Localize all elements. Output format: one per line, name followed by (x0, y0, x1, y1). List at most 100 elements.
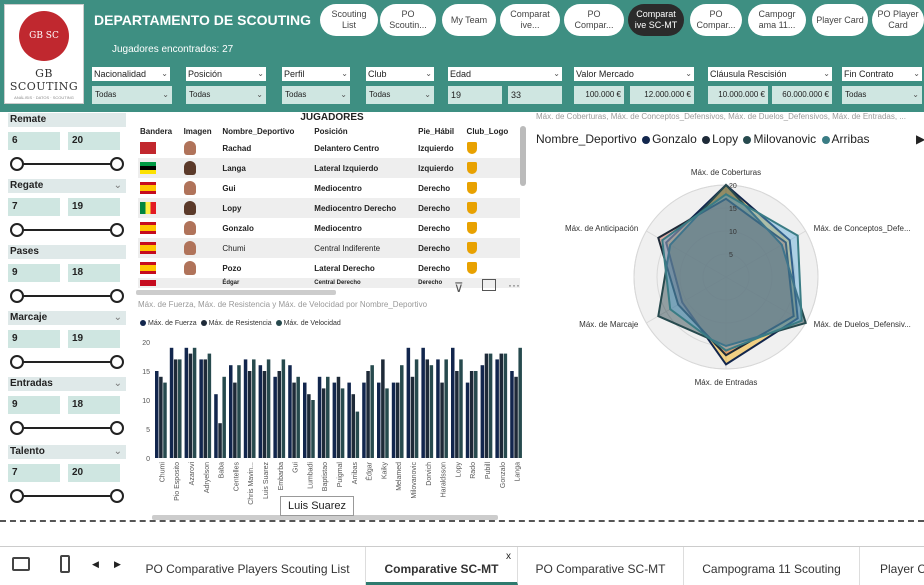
bar[interactable] (247, 371, 252, 458)
bar[interactable] (355, 411, 360, 458)
more-options-icon[interactable]: ··· (508, 278, 520, 292)
slicer-regate-track[interactable] (16, 229, 120, 231)
bar[interactable] (480, 365, 485, 458)
radar-series-area[interactable] (665, 183, 799, 366)
tab-scroll-left-icon[interactable]: ◀ (92, 559, 99, 569)
bar[interactable] (510, 371, 514, 458)
radar-series-area[interactable] (657, 197, 795, 357)
slicer-marcaje-min[interactable]: 9 (8, 330, 60, 348)
close-tab-icon[interactable]: x (506, 551, 511, 562)
bar[interactable] (317, 376, 322, 458)
slicer-talento-min[interactable]: 7 (8, 464, 60, 482)
slicer-pases-max[interactable]: 18 (68, 264, 120, 282)
bar[interactable] (192, 347, 197, 458)
tab-po-comparative-players-scouting-list[interactable]: PO Comparative Players Scouting List (130, 547, 366, 585)
radar-series-area[interactable] (661, 193, 803, 352)
bar[interactable] (218, 423, 222, 458)
bar[interactable] (440, 382, 444, 458)
table-row[interactable]: Gonzalo Mediocentro Derecho (138, 218, 520, 238)
slicer-pases-track[interactable] (16, 295, 120, 297)
slicer-marcaje-max-handle[interactable] (110, 355, 124, 369)
bar[interactable] (243, 359, 248, 458)
bar[interactable] (199, 359, 203, 458)
bar[interactable] (459, 359, 463, 458)
slicer-marcaje-max[interactable]: 19 (68, 330, 120, 348)
bar[interactable] (288, 365, 292, 458)
bar[interactable] (495, 359, 499, 458)
table-horizontal-scrollbar[interactable] (136, 290, 336, 295)
filter-club-label[interactable]: Club ⌄ (366, 67, 434, 81)
bar[interactable] (400, 365, 404, 458)
filter-nacionalidad-label[interactable]: Nacionalidad ⌄ (92, 67, 170, 81)
bar[interactable] (484, 353, 489, 458)
bar[interactable] (414, 359, 419, 458)
bar[interactable] (474, 371, 478, 458)
table-scrollbar[interactable] (520, 126, 526, 186)
bar[interactable] (336, 376, 341, 458)
slicer-pases-max-handle[interactable] (110, 289, 124, 303)
tab-po-comparative-sc-mt[interactable]: PO Comparative SC-MT (518, 547, 684, 585)
table-row[interactable]: Édgar Central Derecho Derecho (138, 278, 520, 288)
bar[interactable] (514, 376, 518, 458)
bar[interactable] (307, 394, 311, 458)
slicer-talento-max[interactable]: 20 (68, 464, 120, 482)
nav-button-po-scouting[interactable]: PO Scoutin... (380, 4, 436, 36)
bar[interactable] (163, 382, 167, 458)
bar[interactable] (262, 371, 267, 458)
filter-perfil-label[interactable]: Perfil ⌄ (282, 67, 350, 81)
slicer-marcaje-track[interactable] (16, 361, 120, 363)
bar[interactable] (184, 347, 189, 458)
filter-valor-mercado-max[interactable]: 12.000.000 € (630, 86, 694, 104)
bar[interactable] (169, 347, 174, 458)
bar[interactable] (455, 371, 459, 458)
column-header-pie[interactable]: Pie_Hábil (418, 126, 455, 136)
filter-posicion-select[interactable]: Todas ⌄ (186, 86, 266, 104)
bar[interactable] (347, 382, 351, 458)
nav-button-comparative[interactable]: Comparat ive... (500, 4, 560, 36)
slicer-entradas-track[interactable] (16, 427, 120, 429)
bar[interactable] (273, 376, 277, 458)
filter-icon[interactable]: ⊽ (454, 280, 464, 295)
table-row[interactable]: Gui Mediocentro Derecho (138, 178, 520, 198)
bar[interactable] (292, 382, 296, 458)
slicer-entradas-max[interactable]: 18 (68, 396, 120, 414)
bar[interactable] (444, 359, 448, 458)
bar[interactable] (469, 371, 474, 458)
bar[interactable] (385, 388, 389, 458)
filter-clausula-min[interactable]: 10.000.000 € (708, 86, 768, 104)
bar[interactable] (425, 359, 430, 458)
focus-mode-icon[interactable] (482, 279, 496, 291)
filter-fin-contrato-select[interactable]: Todas ⌄ (842, 86, 922, 104)
tab-player-card[interactable]: Player C (880, 562, 924, 576)
table-row[interactable]: Lopy Mediocentro Derecho Derecho (138, 198, 520, 218)
column-header-nombre[interactable]: Nombre_Deportivo (222, 126, 295, 136)
column-header-imagen[interactable]: Imagen (183, 126, 212, 136)
bar[interactable] (296, 376, 300, 458)
bar[interactable] (303, 382, 307, 458)
table-row[interactable]: Chumi Central Indiferente Derecho (138, 238, 520, 258)
bar[interactable] (340, 388, 345, 458)
bar[interactable] (188, 353, 193, 458)
bar[interactable] (252, 359, 256, 458)
slicer-pases-min[interactable]: 9 (8, 264, 60, 282)
slicer-regate-max-handle[interactable] (110, 223, 124, 237)
bar[interactable] (366, 371, 370, 458)
bar[interactable] (159, 376, 163, 458)
slicer-regate-max[interactable]: 19 (68, 198, 120, 216)
mobile-view-icon[interactable] (60, 555, 70, 573)
table-row[interactable]: Rachad Delantero Centro Izquierdo (138, 138, 520, 158)
bar[interactable] (173, 359, 178, 458)
slicer-remate-track[interactable] (16, 163, 120, 165)
bar[interactable] (229, 365, 233, 458)
bar[interactable] (410, 376, 415, 458)
nav-button-po-comparative[interactable]: PO Compar... (564, 4, 624, 36)
bar[interactable] (451, 347, 455, 458)
slicer-entradas-max-handle[interactable] (110, 421, 124, 435)
filter-edad-min[interactable]: 19 (448, 86, 502, 104)
nav-button-player-card[interactable]: Player Card (812, 4, 868, 36)
tab-comparative-sc-mt[interactable]: Comparative SC-MT (366, 547, 518, 585)
bar[interactable] (332, 382, 337, 458)
bar[interactable] (203, 359, 208, 458)
slicer-regate-min-handle[interactable] (10, 223, 24, 237)
bar[interactable] (277, 371, 282, 458)
